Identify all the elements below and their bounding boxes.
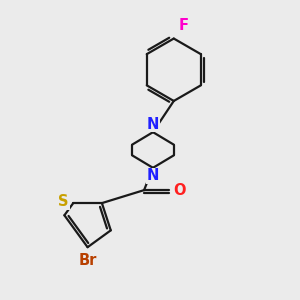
Text: Br: Br bbox=[78, 253, 97, 268]
Text: F: F bbox=[178, 18, 188, 33]
Text: O: O bbox=[173, 183, 185, 198]
Text: S: S bbox=[58, 194, 69, 209]
Text: N: N bbox=[147, 168, 159, 183]
Text: N: N bbox=[147, 117, 159, 132]
